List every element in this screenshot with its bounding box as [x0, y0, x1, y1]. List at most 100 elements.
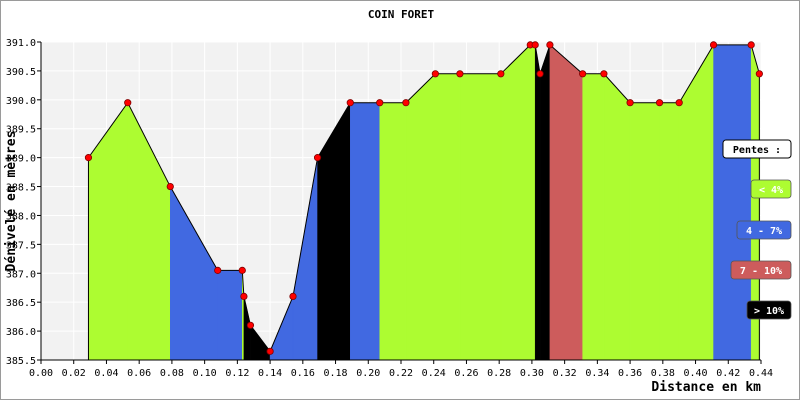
x-tick-labels: 0.00 0.02 0.04 0.06 0.08 0.10 0.12 0.14 0.16 0.18…: [29, 368, 773, 379]
axes: [37, 41, 762, 364]
data-point: [124, 99, 132, 107]
slope-segment: [530, 44, 536, 361]
legend-title-box: [722, 139, 792, 159]
slope-segment: [405, 73, 436, 361]
legend-swatch: [736, 220, 792, 240]
data-point: [546, 41, 554, 49]
x-tick-label: 0.02: [62, 368, 86, 379]
slope-segment: [459, 73, 502, 361]
y-tick-label: 387.5: [6, 240, 36, 251]
legend-swatch: [730, 260, 792, 280]
x-tick-label: 0.26: [454, 368, 478, 379]
x-tick-label: 0.20: [356, 368, 380, 379]
slope-segment: [435, 73, 461, 361]
y-tick-label: 389.5: [6, 125, 36, 136]
data-point: [376, 99, 384, 107]
data-point: [755, 70, 763, 78]
data-point: [346, 99, 354, 107]
y-tick-label: 388.5: [6, 183, 36, 194]
data-point: [238, 266, 246, 274]
slope-segment: [603, 73, 631, 361]
x-tick-label: 0.06: [127, 368, 151, 379]
data-point: [289, 292, 297, 300]
x-tick-label: 0.16: [291, 368, 315, 379]
data-point: [626, 99, 634, 107]
y-tick-label: 390.5: [6, 67, 36, 78]
legend-swatch: [750, 179, 792, 199]
data-point: [536, 70, 544, 78]
elevation-line: [88, 44, 760, 353]
x-tick-label: 0.24: [422, 368, 446, 379]
legend-label: 4 - 7%: [746, 226, 782, 237]
y-tick-label: 391.0: [6, 38, 36, 49]
data-point: [456, 70, 464, 78]
slope-segment: [539, 44, 551, 361]
data-point: [84, 154, 93, 162]
slope-segment: [500, 44, 531, 361]
data-point: [675, 99, 683, 107]
slope-areas: [88, 43, 760, 361]
legend-label: < 4%: [759, 185, 783, 196]
x-tick-label: 0.28: [487, 368, 511, 379]
slope-segment: [659, 102, 680, 361]
slope-segment: [713, 44, 752, 361]
x-tick-label: 0.44: [749, 368, 773, 379]
data-point: [402, 99, 410, 107]
data-point: [579, 70, 587, 78]
x-tick-label: 0.14: [258, 368, 282, 379]
x-tick-label: 0.34: [585, 368, 609, 379]
x-tick-label: 0.38: [651, 368, 675, 379]
y-tick-label: 385.5: [6, 356, 36, 367]
slope-segment: [379, 102, 407, 361]
data-point: [166, 182, 174, 191]
x-tick-label: 0.42: [716, 368, 740, 379]
y-tick-label: 388.0: [6, 211, 36, 222]
x-tick-label: 0.30: [520, 368, 544, 379]
x-tick-label: 0.04: [94, 368, 118, 379]
slope-segment: [217, 270, 243, 361]
legend-label: > 10%: [754, 306, 784, 317]
data-point: [655, 99, 664, 107]
data-point: [431, 70, 439, 78]
y-tick-label: 386.0: [6, 327, 36, 338]
data-point: [313, 154, 322, 162]
data-markers: [84, 41, 763, 355]
chart-title: COIN FORET: [368, 8, 435, 21]
slope-segment: [534, 44, 541, 361]
x-tick-label: 0.40: [683, 368, 707, 379]
legend-label: 7 - 10%: [740, 266, 782, 277]
legend: Pentes : < 4% 4 - 7% 7 - 10% > 10%: [722, 139, 792, 320]
x-tick-label: 0.08: [160, 368, 184, 379]
legend-title: Pentes :: [733, 145, 781, 156]
data-point: [214, 266, 222, 274]
data-point: [497, 70, 505, 78]
x-axis-title: Distance en km: [651, 380, 761, 395]
y-tick-label: 386.5: [6, 298, 36, 309]
data-point: [246, 321, 255, 329]
data-point: [747, 41, 755, 49]
x-tick-label: 0.12: [225, 368, 249, 379]
slope-segment: [582, 73, 605, 361]
data-point: [266, 347, 274, 355]
x-tick-label: 0.36: [618, 368, 642, 379]
x-tick-label: 0.22: [389, 368, 413, 379]
slope-segment: [629, 102, 660, 361]
x-tick-label: 0.32: [553, 368, 577, 379]
data-point: [531, 41, 539, 49]
slope-segment: [549, 44, 583, 361]
data-point: [709, 41, 718, 49]
x-tick-label: 0.00: [29, 368, 53, 379]
y-tick-label: 390.0: [6, 96, 36, 107]
legend-swatch: [746, 300, 792, 320]
data-point: [240, 292, 248, 300]
y-tick-label: 387.0: [6, 269, 36, 280]
y-axis-title: Dénivelé en mètres: [4, 131, 19, 272]
y-tick-labels: 385.5 386.0 386.5 387.0 387.5 388.0 388.5 389.0…: [6, 38, 36, 367]
y-tick-label: 389.0: [6, 154, 36, 165]
x-tick-label: 0.18: [323, 368, 347, 379]
slope-segment: [350, 102, 380, 361]
data-point: [600, 70, 608, 78]
x-tick-label: 0.10: [193, 368, 217, 379]
